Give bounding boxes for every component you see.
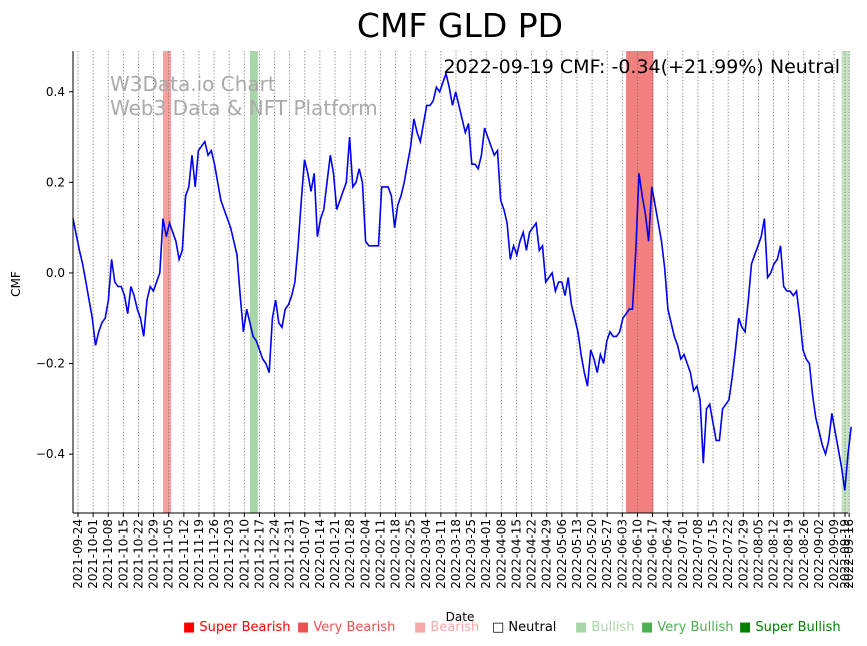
- x-tick-label-1: 2021-10-01: [86, 519, 100, 589]
- legend-label: Super Bullish: [755, 620, 841, 635]
- x-tick-label-19: 2022-02-04: [358, 519, 372, 589]
- x-ticks: 2021-09-24 2021-10-01 2021-10-08 2021-10-15…: [71, 513, 856, 589]
- x-tick-label-32: 2022-05-06: [555, 519, 569, 589]
- cmf-series-line: [72, 70, 852, 491]
- legend-very-bearish: ■ Very Bearish: [297, 620, 395, 635]
- legend-super-bearish: ■ Super Bearish: [183, 620, 291, 635]
- vertical-gridlines: [77, 51, 850, 513]
- x-tick-label-16: 2022-01-14: [313, 519, 327, 589]
- legend-marker: ■: [183, 620, 200, 635]
- y-tick-label-2: 0.0: [46, 266, 65, 280]
- legend-marker: ■: [297, 620, 314, 635]
- band-bullish-3: [841, 51, 850, 513]
- legend-very-bullish: ■ Very Bullish: [641, 620, 733, 635]
- y-tick-label-0: −0.4: [36, 447, 65, 461]
- x-tick-label-28: 2022-04-08: [494, 519, 508, 589]
- band-bullish-1: [249, 51, 258, 513]
- legend-marker: ■: [641, 620, 658, 635]
- x-tick-label-24: 2022-03-11: [434, 519, 448, 589]
- legend-marker: ■: [739, 620, 756, 635]
- legend-marker: ■: [575, 620, 592, 635]
- x-tick-label-3: 2021-10-15: [116, 519, 130, 589]
- x-tick-label-23: 2022-03-04: [419, 519, 433, 589]
- x-tick-label-22: 2022-02-25: [404, 519, 418, 589]
- x-tick-label-11: 2021-12-10: [237, 519, 251, 589]
- x-tick-label-31: 2022-04-29: [540, 519, 554, 589]
- x-tick-label-41: 2022-07-08: [691, 519, 705, 589]
- x-tick-label-2: 2021-10-08: [101, 519, 115, 589]
- x-tick-label-20: 2022-02-11: [373, 519, 387, 589]
- y-tick-label-4: 0.4: [46, 85, 65, 99]
- legend-neutral: □ Neutral: [492, 620, 556, 635]
- x-tick-label-50: 2022-09-09: [827, 519, 841, 589]
- legend-label: Bullish: [591, 620, 635, 635]
- watermark-line-0: W3Data.io Chart: [110, 72, 276, 96]
- x-tick-label-8: 2021-11-19: [192, 519, 206, 589]
- x-tick-label-49: 2022-09-02: [812, 519, 826, 589]
- x-tick-label-9: 2021-11-26: [207, 519, 221, 589]
- x-tick-label-10: 2021-12-03: [222, 519, 236, 589]
- x-tick-label-47: 2022-08-19: [782, 519, 796, 589]
- x-tick-label-35: 2022-05-27: [600, 519, 614, 589]
- x-tick-label-13: 2021-12-24: [268, 519, 282, 589]
- axes: [72, 51, 848, 514]
- x-tick-label-17: 2022-01-21: [328, 519, 342, 589]
- band-bearish-0: [163, 51, 172, 513]
- x-tick-label-36: 2022-06-03: [615, 519, 629, 589]
- x-tick-label-37: 2022-06-10: [630, 519, 644, 589]
- x-tick-label-29: 2022-04-15: [510, 519, 524, 589]
- x-tick-label-40: 2022-07-01: [676, 519, 690, 589]
- x-tick-label-26: 2022-03-25: [464, 519, 478, 589]
- x-tick-label-52: 2022-09-19: [838, 519, 852, 589]
- x-tick-label-25: 2022-03-18: [449, 519, 463, 589]
- x-tick-label-46: 2022-08-12: [767, 519, 781, 589]
- legend-bullish: ■ Bullish: [575, 620, 634, 635]
- x-tick-label-0: 2021-09-24: [71, 519, 85, 589]
- x-tick-label-39: 2022-06-24: [661, 519, 675, 589]
- y-tick-label-1: −0.2: [36, 357, 65, 371]
- legend-label: Very Bearish: [313, 620, 396, 635]
- x-tick-label-44: 2022-07-29: [736, 519, 750, 589]
- x-tick-label-48: 2022-08-26: [797, 519, 811, 589]
- x-tick-label-42: 2022-07-15: [706, 519, 720, 589]
- legend-bearish: ■ Bearish: [414, 620, 479, 635]
- x-tick-label-18: 2022-01-28: [343, 519, 357, 589]
- x-tick-label-7: 2021-11-12: [177, 519, 191, 589]
- x-tick-label-14: 2021-12-31: [283, 519, 297, 589]
- x-tick-label-21: 2022-02-18: [389, 519, 403, 589]
- legend-label: Super Bearish: [199, 620, 291, 635]
- band-very-bearish-2: [626, 51, 654, 513]
- signal-legend: ■ Super Bearish ■ Very Bearish ■ Bearish □ …: [0, 620, 867, 640]
- x-tick-label-51: 2022-09-16: [842, 519, 856, 589]
- x-tick-label-6: 2021-11-05: [162, 519, 176, 589]
- legend-label: Neutral: [508, 620, 557, 635]
- x-tick-label-45: 2022-08-05: [751, 519, 765, 589]
- legend-marker: □: [492, 620, 509, 635]
- x-tick-label-34: 2022-05-20: [585, 519, 599, 589]
- x-tick-label-4: 2021-10-22: [132, 519, 146, 589]
- legend-label: Bearish: [430, 620, 480, 635]
- legend-super-bullish: ■ Super Bullish: [739, 620, 841, 635]
- x-tick-label-33: 2022-05-13: [570, 519, 584, 589]
- legend-label: Very Bullish: [657, 620, 734, 635]
- y-axis-label: CMF: [9, 271, 23, 297]
- signal-bands: [163, 51, 850, 513]
- x-tick-label-30: 2022-04-22: [525, 519, 539, 589]
- y-tick-label-3: 0.2: [46, 175, 65, 189]
- x-tick-label-12: 2021-12-17: [252, 519, 266, 589]
- watermark-line-1: Web3 Data & NFT Platform: [110, 96, 378, 120]
- x-tick-label-38: 2022-06-17: [646, 519, 660, 589]
- x-tick-label-15: 2022-01-07: [298, 519, 312, 589]
- latest-value-annotation: 2022-09-19 CMF: -0.34(+21.99%) Neutral: [443, 56, 840, 78]
- x-tick-label-43: 2022-07-22: [721, 519, 735, 589]
- x-tick-label-5: 2021-10-29: [147, 519, 161, 589]
- y-ticks: −0.4 −0.2 0.0 0.2 0.4: [36, 85, 73, 461]
- chart-title: CMF GLD PD: [357, 6, 563, 45]
- x-axis-label: Date: [446, 610, 475, 624]
- legend-marker: ■: [414, 620, 431, 635]
- x-tick-label-27: 2022-04-01: [479, 519, 493, 589]
